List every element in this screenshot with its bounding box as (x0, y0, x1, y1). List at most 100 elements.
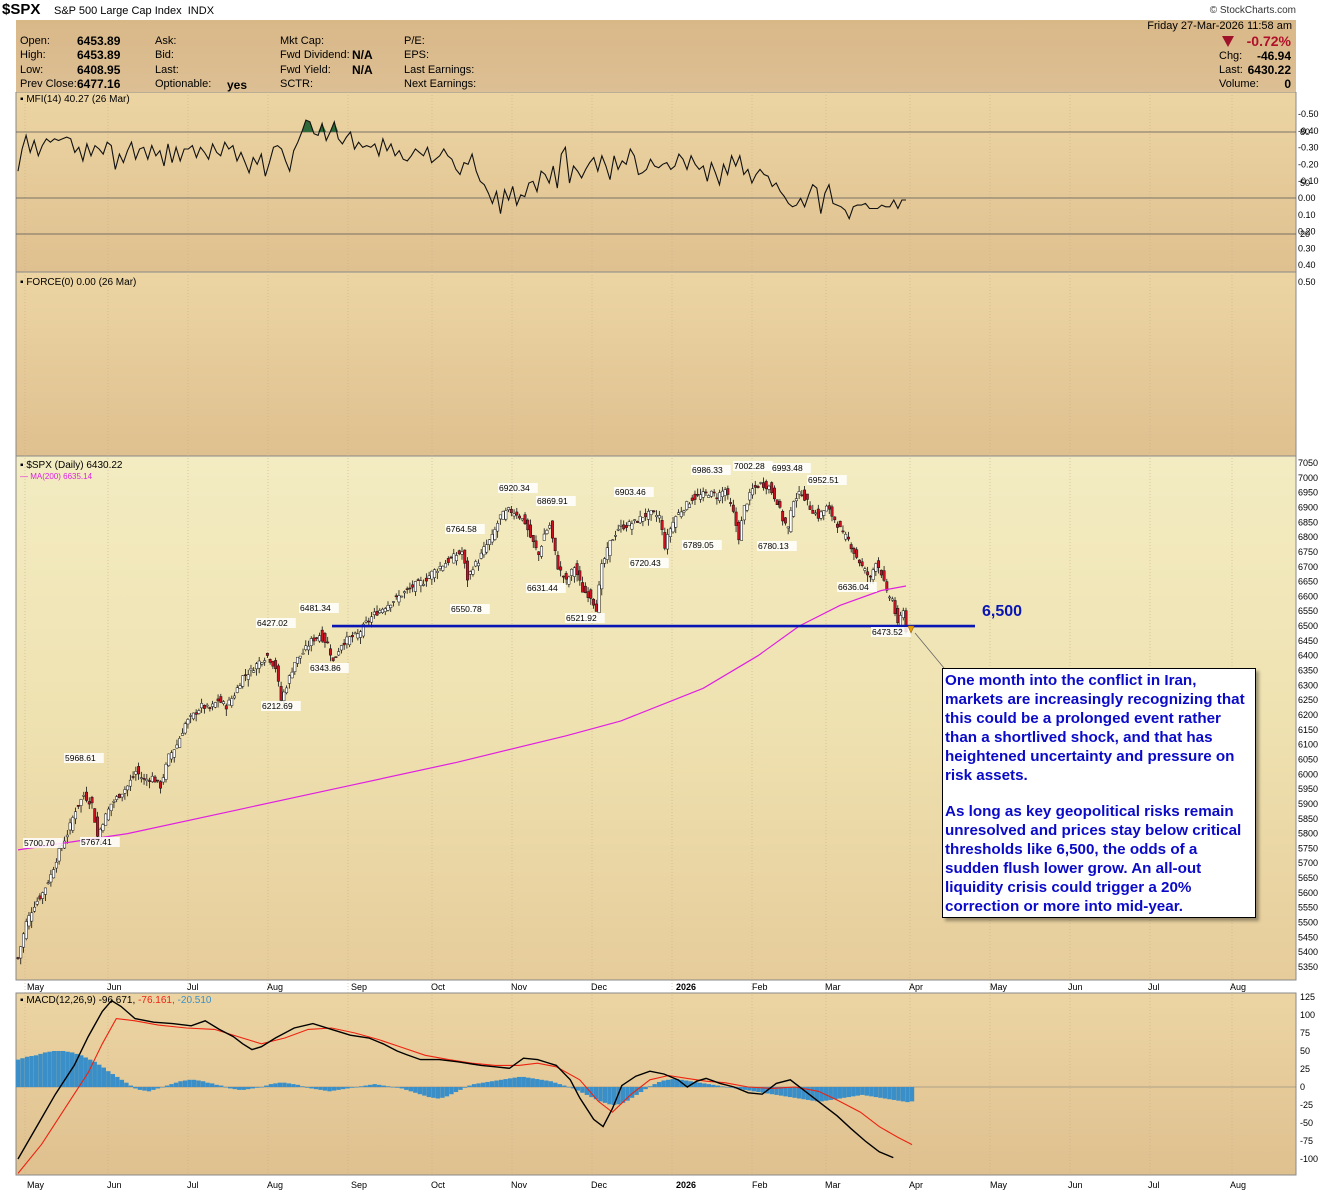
macd-histogram-bar (462, 1087, 468, 1088)
price-y-tick: 6250 (1298, 695, 1318, 705)
price-annotation-bg (526, 583, 566, 593)
price-candle (134, 771, 138, 775)
price-candle (402, 591, 406, 594)
macd-histogram-bar (503, 1079, 508, 1087)
open-label: Open: (20, 35, 50, 47)
price-candle (507, 507, 511, 511)
macd-histogram-bar (417, 1087, 423, 1095)
price-candle (833, 516, 837, 521)
macd-histogram-bar (638, 1087, 644, 1093)
price-y-tick: 5450 (1298, 932, 1318, 942)
price-candle (567, 576, 571, 585)
price-candle (685, 501, 689, 510)
price-candle (254, 663, 258, 670)
macd-histogram-bar (313, 1087, 319, 1090)
price-candle (16, 957, 20, 959)
price-y-tick: 6750 (1298, 547, 1318, 557)
price-candle (545, 529, 549, 534)
price-candle (868, 575, 872, 578)
macd-y-tick: -100 (1300, 1154, 1318, 1164)
down-arrow-icon (1222, 36, 1234, 47)
price-candle (737, 521, 741, 541)
price-candle (191, 712, 195, 720)
price-candle (677, 512, 680, 515)
macd-histogram-bar (480, 1082, 486, 1087)
price-candle (501, 511, 505, 520)
macd-histogram-bar (675, 1079, 680, 1087)
price-candle (30, 912, 34, 922)
macd-histogram-bar (751, 1087, 757, 1092)
price-annotation: 6780.13 (758, 541, 789, 551)
price-candle (389, 604, 393, 608)
x-tick-label-macd: Jul (1148, 1180, 1160, 1190)
price-annotation-bg (733, 461, 773, 471)
price-candle (106, 808, 110, 821)
price-y-tick: 6200 (1298, 710, 1318, 720)
price-candle (57, 848, 61, 862)
price-candle (770, 482, 774, 494)
price-candle (411, 584, 415, 588)
macd-histogram-bar (846, 1087, 851, 1098)
price-y-tick: 6800 (1298, 532, 1318, 542)
x-tick-label-macd: Oct (431, 1180, 446, 1190)
price-annotation-bg (807, 475, 847, 485)
price-candle (131, 776, 135, 778)
price-candle (581, 582, 585, 593)
price-candle (328, 648, 332, 656)
price-candle (611, 539, 615, 542)
x-tick-label-price: May (990, 982, 1008, 992)
price-candle (145, 778, 149, 782)
low-value: 6408.95 (77, 63, 121, 77)
price-annotation: 6343.86 (310, 663, 341, 673)
price-candle (378, 610, 382, 614)
macd-histogram-bar (711, 1084, 716, 1087)
price-candle (671, 522, 675, 533)
price-candle (350, 635, 354, 638)
macd-histogram-bar (413, 1087, 418, 1093)
price-annotation-bg (565, 613, 605, 623)
macd-histogram-bar (237, 1087, 242, 1090)
macd-histogram-bar (489, 1081, 495, 1087)
low-label: Low: (20, 64, 44, 76)
macd-y-tick: -75 (1300, 1136, 1313, 1146)
price-candle (142, 778, 146, 780)
price-candle (161, 777, 165, 783)
quote-panel (16, 20, 1296, 92)
price-candle (852, 548, 856, 554)
price-candle (548, 525, 552, 529)
price-annotation: 6986.33 (692, 465, 723, 475)
macd-histogram-bar (42, 1052, 48, 1087)
macd-histogram-bar (851, 1087, 856, 1097)
macd-histogram-bar (629, 1087, 635, 1098)
price-candle (622, 524, 626, 530)
macd-histogram-bar (363, 1085, 368, 1087)
price-candle (877, 560, 881, 568)
price-annotation: 6212.69 (262, 701, 293, 711)
price-candle (805, 493, 809, 500)
macd-histogram-bar (647, 1086, 653, 1087)
price-annotation-bg (771, 463, 811, 473)
macd-histogram-bar (720, 1086, 725, 1087)
price-annotation: 6720.43 (630, 558, 661, 568)
price-annotation-bg (445, 524, 485, 534)
exchange: INDX (187, 5, 215, 17)
price-candle (238, 685, 242, 689)
index-name: S&P 500 Large Cap Index (54, 5, 182, 17)
macd-histogram-bar (381, 1085, 386, 1087)
price-candle (224, 705, 228, 710)
price-candle (101, 824, 105, 831)
price-candle (641, 517, 645, 522)
macd-histogram-bar (449, 1087, 454, 1095)
price-y-tick: 5500 (1298, 918, 1318, 928)
mfi-line (17, 119, 906, 221)
macd-histogram-bar (15, 1059, 21, 1087)
price-candle (633, 519, 637, 521)
price-candle (890, 598, 894, 601)
price-candle (183, 723, 187, 734)
price-annotation-bg (614, 487, 654, 497)
price-candle (293, 662, 297, 672)
price-candle (518, 515, 522, 519)
macd-histogram-bar (124, 1082, 129, 1087)
last-value: 6430.22 (1247, 63, 1291, 77)
price-y-tick: 5750 (1298, 843, 1318, 853)
